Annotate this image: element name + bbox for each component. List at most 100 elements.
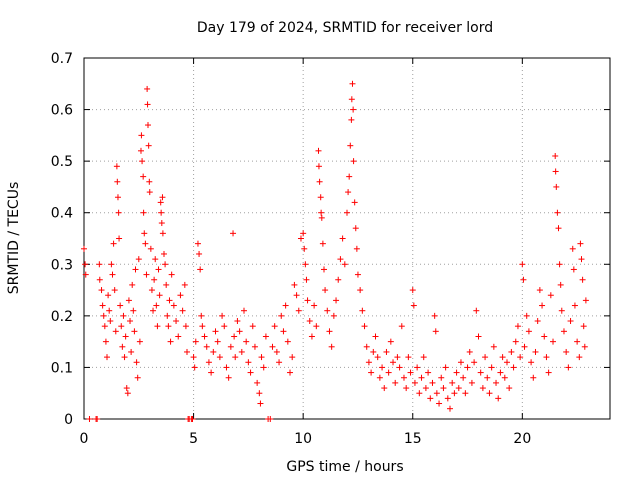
data-point (208, 369, 215, 376)
data-point (344, 209, 350, 216)
data-point (282, 302, 289, 309)
data-point (359, 307, 366, 314)
data-point (429, 379, 436, 386)
data-point (105, 292, 112, 299)
data-point (488, 364, 495, 371)
data-point (134, 374, 141, 381)
x-tick-label: 0 (80, 431, 89, 447)
x-axis-title: GPS time / hours (286, 459, 403, 475)
data-point (184, 348, 191, 355)
y-tick-label: 0.5 (51, 154, 73, 170)
data-point (160, 250, 167, 257)
data-point (177, 292, 184, 299)
data-point (536, 287, 543, 294)
data-point (503, 359, 510, 366)
data-point (257, 400, 264, 407)
data-point (154, 323, 161, 330)
data-point (297, 235, 304, 242)
data-point (167, 338, 174, 345)
data-point (156, 292, 163, 299)
data-point (117, 302, 124, 309)
data-point (506, 385, 513, 392)
data-point (462, 390, 469, 397)
data-point (158, 209, 165, 216)
data-point (216, 354, 223, 361)
data-point (418, 374, 425, 381)
data-point (139, 158, 146, 165)
data-point (181, 281, 188, 288)
data-point (128, 348, 135, 355)
data-point (453, 369, 460, 376)
data-point (379, 364, 386, 371)
data-point (170, 302, 177, 309)
data-point (86, 416, 93, 422)
data-point (108, 261, 115, 268)
data-point (144, 122, 151, 129)
data-point (320, 266, 327, 273)
data-point (96, 261, 103, 268)
data-point (236, 328, 243, 335)
data-point (302, 261, 309, 268)
data-point (106, 307, 113, 314)
y-tick-label: 0.4 (51, 206, 73, 222)
data-point (335, 276, 342, 283)
data-point (318, 214, 325, 221)
data-point (98, 287, 105, 294)
data-point (405, 354, 412, 361)
data-point (547, 292, 554, 299)
data-point (175, 333, 182, 340)
data-point (199, 323, 206, 330)
data-point (582, 297, 589, 304)
data-point (436, 400, 443, 407)
data-point (153, 302, 160, 309)
data-point (197, 266, 204, 273)
data-point (140, 209, 147, 216)
data-point (532, 348, 539, 355)
data-point (376, 374, 383, 381)
data-point (191, 364, 198, 371)
data-point (579, 276, 586, 283)
data-point (460, 374, 467, 381)
data-point (110, 240, 117, 247)
data-point (414, 364, 421, 371)
data-point (510, 364, 517, 371)
data-point (145, 142, 152, 149)
y-tick-label: 0 (64, 412, 73, 428)
data-point (326, 328, 333, 335)
data-point (554, 209, 561, 216)
data-point (123, 385, 130, 392)
data-point (287, 369, 294, 376)
data-point (447, 405, 454, 412)
data-point (330, 312, 337, 319)
data-point (431, 312, 438, 319)
data-point (556, 261, 563, 268)
y-tick-label: 0.7 (51, 51, 73, 67)
data-point (159, 230, 166, 237)
data-point (158, 220, 165, 227)
data-point (534, 318, 541, 325)
data-point (212, 328, 219, 335)
data-point (245, 359, 252, 366)
data-point (574, 338, 581, 345)
tick-labels: 0 0.1 0.2 0.3 0.4 0.5 0.6 0.7 0 5 10 15 20 (51, 51, 532, 447)
data-point (565, 364, 572, 371)
data-point (247, 369, 254, 376)
data-point (152, 256, 159, 263)
data-point (114, 194, 121, 201)
data-point (530, 374, 537, 381)
data-point (300, 230, 307, 237)
data-point (231, 333, 238, 340)
data-point (254, 379, 261, 386)
data-point (351, 199, 358, 206)
data-point (555, 225, 562, 232)
data-point (205, 359, 212, 366)
data-point (276, 359, 283, 366)
data-point (521, 343, 528, 350)
data-point (455, 385, 462, 392)
data-point (129, 281, 136, 288)
data-point (278, 312, 285, 319)
data-point (354, 271, 361, 278)
data-point (438, 374, 445, 381)
data-point (138, 132, 145, 139)
data-point (471, 359, 478, 366)
